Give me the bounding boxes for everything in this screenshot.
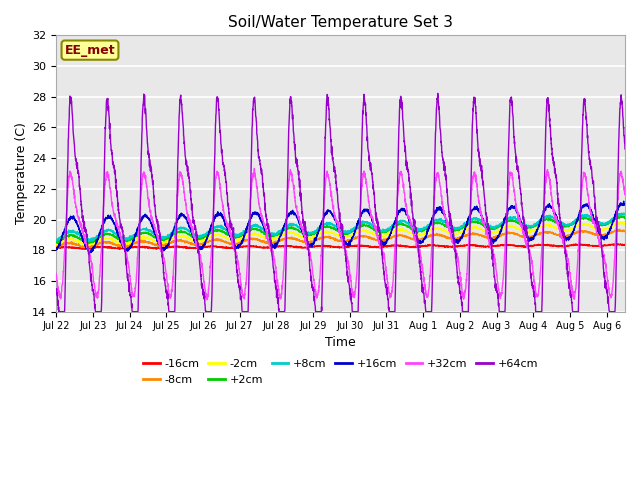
Legend: -16cm, -8cm, -2cm, +2cm, +8cm, +16cm, +32cm, +64cm: -16cm, -8cm, -2cm, +2cm, +8cm, +16cm, +3… [139, 355, 542, 389]
X-axis label: Time: Time [325, 336, 356, 348]
Text: EE_met: EE_met [65, 44, 115, 57]
Y-axis label: Temperature (C): Temperature (C) [15, 122, 28, 225]
Title: Soil/Water Temperature Set 3: Soil/Water Temperature Set 3 [228, 15, 453, 30]
